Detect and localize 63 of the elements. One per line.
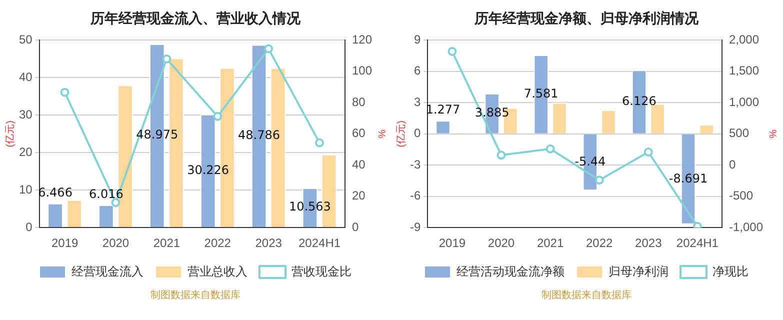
y2-tick-label: 40 <box>352 157 366 172</box>
x-tick-label: 2023 <box>635 236 662 250</box>
x-tick-label: 2023 <box>255 236 282 250</box>
x-tick-label: 2020 <box>488 236 515 250</box>
x-tick-label: 2024H1 <box>298 236 341 250</box>
text: 制图数据来自数据库 <box>540 288 632 303</box>
y-tick-label: 10 <box>18 182 33 196</box>
data-label: 6.016 <box>89 187 124 202</box>
y-axis-title: (亿元) <box>396 120 407 148</box>
y-tick-label: 40 <box>18 70 33 84</box>
y2-tick-label: 100 <box>352 64 372 78</box>
data-label: 48.786 <box>238 128 280 142</box>
text: 制图数据来自数据库 <box>150 288 242 303</box>
legend-label: 归母净利润 <box>608 264 668 278</box>
legend-label: 营收现金比 <box>292 264 352 278</box>
y2-tick-label: 0 <box>352 220 359 234</box>
chart-title: 历年经营现金流入、营业收入情况 <box>89 10 302 29</box>
legend-label: 经营活动现金流净额 <box>456 264 564 278</box>
y2-tick-label: 0 <box>728 157 736 172</box>
x-tick-label: 2022 <box>204 236 232 250</box>
y2-axis-title: % <box>375 129 386 138</box>
y2-axis-title: % <box>766 129 778 138</box>
y-axis-title: (亿元) <box>4 120 16 148</box>
y2-tick-label: 80 <box>352 94 366 109</box>
y-tick-label: 3 <box>414 94 421 109</box>
y-tick-label: 30 <box>18 107 33 122</box>
data-label: 48.975 <box>136 128 178 142</box>
data-label: 30.226 <box>187 162 230 177</box>
y2-tick-label: 1,000 <box>728 94 760 109</box>
legend-label: 营业总收入 <box>188 264 248 278</box>
y-tick-label: -3 <box>410 157 421 172</box>
y2-tick-label: 60 <box>352 126 366 140</box>
data-label: 3.885 <box>474 106 510 120</box>
x-tick-label: 2021 <box>536 236 564 250</box>
legend-label: 经营现金流入 <box>72 264 144 278</box>
y2-tick-label: -1,000 <box>728 220 764 234</box>
y-tick-label: 0 <box>414 126 421 140</box>
y-tick-label: -9 <box>410 220 421 234</box>
x-tick-label: 2024H1 <box>676 236 719 250</box>
y2-tick-label: 2,000 <box>728 32 760 47</box>
y-tick-label: 20 <box>18 144 33 159</box>
y-tick-label: 9 <box>414 32 421 47</box>
x-tick-label: 2021 <box>153 236 180 250</box>
x-tick-label: 2022 <box>586 236 614 250</box>
data-label: -5.44 <box>574 154 606 169</box>
y2-tick-label: 1,500 <box>728 64 760 78</box>
data-label: 10.563 <box>288 200 331 214</box>
y-tick-label: 0 <box>26 220 33 234</box>
y-tick-label: 6 <box>414 64 421 78</box>
data-label: 7.581 <box>524 86 558 100</box>
y2-tick-label: 20 <box>352 188 366 203</box>
x-tick-label: 2019 <box>438 236 466 250</box>
y2-tick-label: 120 <box>352 32 372 47</box>
chart-title: 历年经营现金净额、归母净利润情况 <box>473 10 700 29</box>
y2-tick-label: 500 <box>728 126 750 140</box>
y-tick-label: -6 <box>410 188 421 203</box>
x-tick-label: 2020 <box>102 236 130 250</box>
data-label: 6.126 <box>622 94 656 108</box>
y-tick-label: 50 <box>18 32 33 47</box>
x-tick-label: 2019 <box>51 236 78 250</box>
legend-label: 净现比 <box>712 264 748 278</box>
data-label: -8.691 <box>668 172 708 186</box>
y2-tick-label: -500 <box>728 188 754 203</box>
